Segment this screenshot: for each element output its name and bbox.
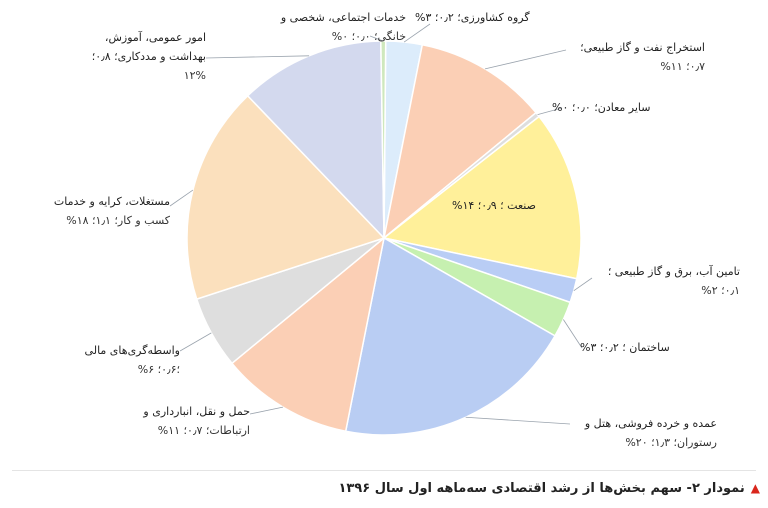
label-utilities: تامین آب، برق و گاز طبیعی ؛ ۰٫۱؛ ۲% [607, 265, 740, 297]
leader-line [537, 107, 563, 115]
leader-lines [169, 23, 593, 425]
label-construction: ساختمان ؛ ۰٫۲؛ ۳% [580, 341, 670, 354]
leader-line [484, 49, 567, 70]
leader-line [249, 406, 284, 415]
label-real-estate: مستغلات، کرایه و خدمات کسب و کار؛ ۱٫۱؛ ۱… [53, 195, 170, 227]
label-public: امور عمومی، آموزش، بهداشت و مددکاری؛ ۰٫۸… [91, 31, 206, 82]
label-trade-hotel: عمده و خرده فروشی، هتل و رستوران؛ ۱٫۳؛ ۲… [584, 417, 717, 449]
label-other-mining: سایر معادن؛ ۰٫۰؛ ۰% [552, 101, 651, 114]
leader-line [563, 319, 583, 349]
pie-slice [382, 43, 538, 240]
chart-caption: ▲ نمودار ۲- سهم بخش‌ها از رشد اقتصادی سه… [338, 480, 760, 496]
label-transport: حمل و نقل، انبارداری و ارتباطات؛ ۰٫۷؛ ۱۱… [143, 405, 250, 437]
label-financial: واسطه‌گری‌های مالی ؛۰٫۶؛ ۶% [84, 344, 180, 376]
leader-line [205, 55, 310, 59]
pie-slice [246, 40, 385, 240]
triangle-icon: ▲ [750, 481, 760, 495]
pie-slice [382, 115, 582, 280]
leader-line [179, 332, 212, 352]
divider [12, 470, 756, 471]
leader-line [169, 189, 194, 207]
label-social: خدمات اجتماعی، شخصی و خانگی؛ ۰٫۰؛ ۰% [280, 11, 406, 43]
pie-slice [230, 236, 386, 433]
label-oil-gas: استخراج نفت و گاز طبیعی؛ ۰٫۷؛ ۱۱% [580, 41, 705, 73]
pie-chart [169, 23, 593, 436]
label-industry: صنعت ؛ ۰٫۹؛ ۱۴% [452, 199, 536, 212]
pie-slices [186, 40, 582, 436]
leader-line [369, 35, 384, 42]
pie-slice [344, 236, 556, 436]
leader-line [403, 23, 431, 43]
label-agriculture: گروه کشاورزی؛ ۰٫۲؛ ۳% [415, 11, 530, 24]
leader-line [465, 416, 571, 425]
pie-slice [186, 94, 386, 301]
leader-line [573, 277, 593, 291]
